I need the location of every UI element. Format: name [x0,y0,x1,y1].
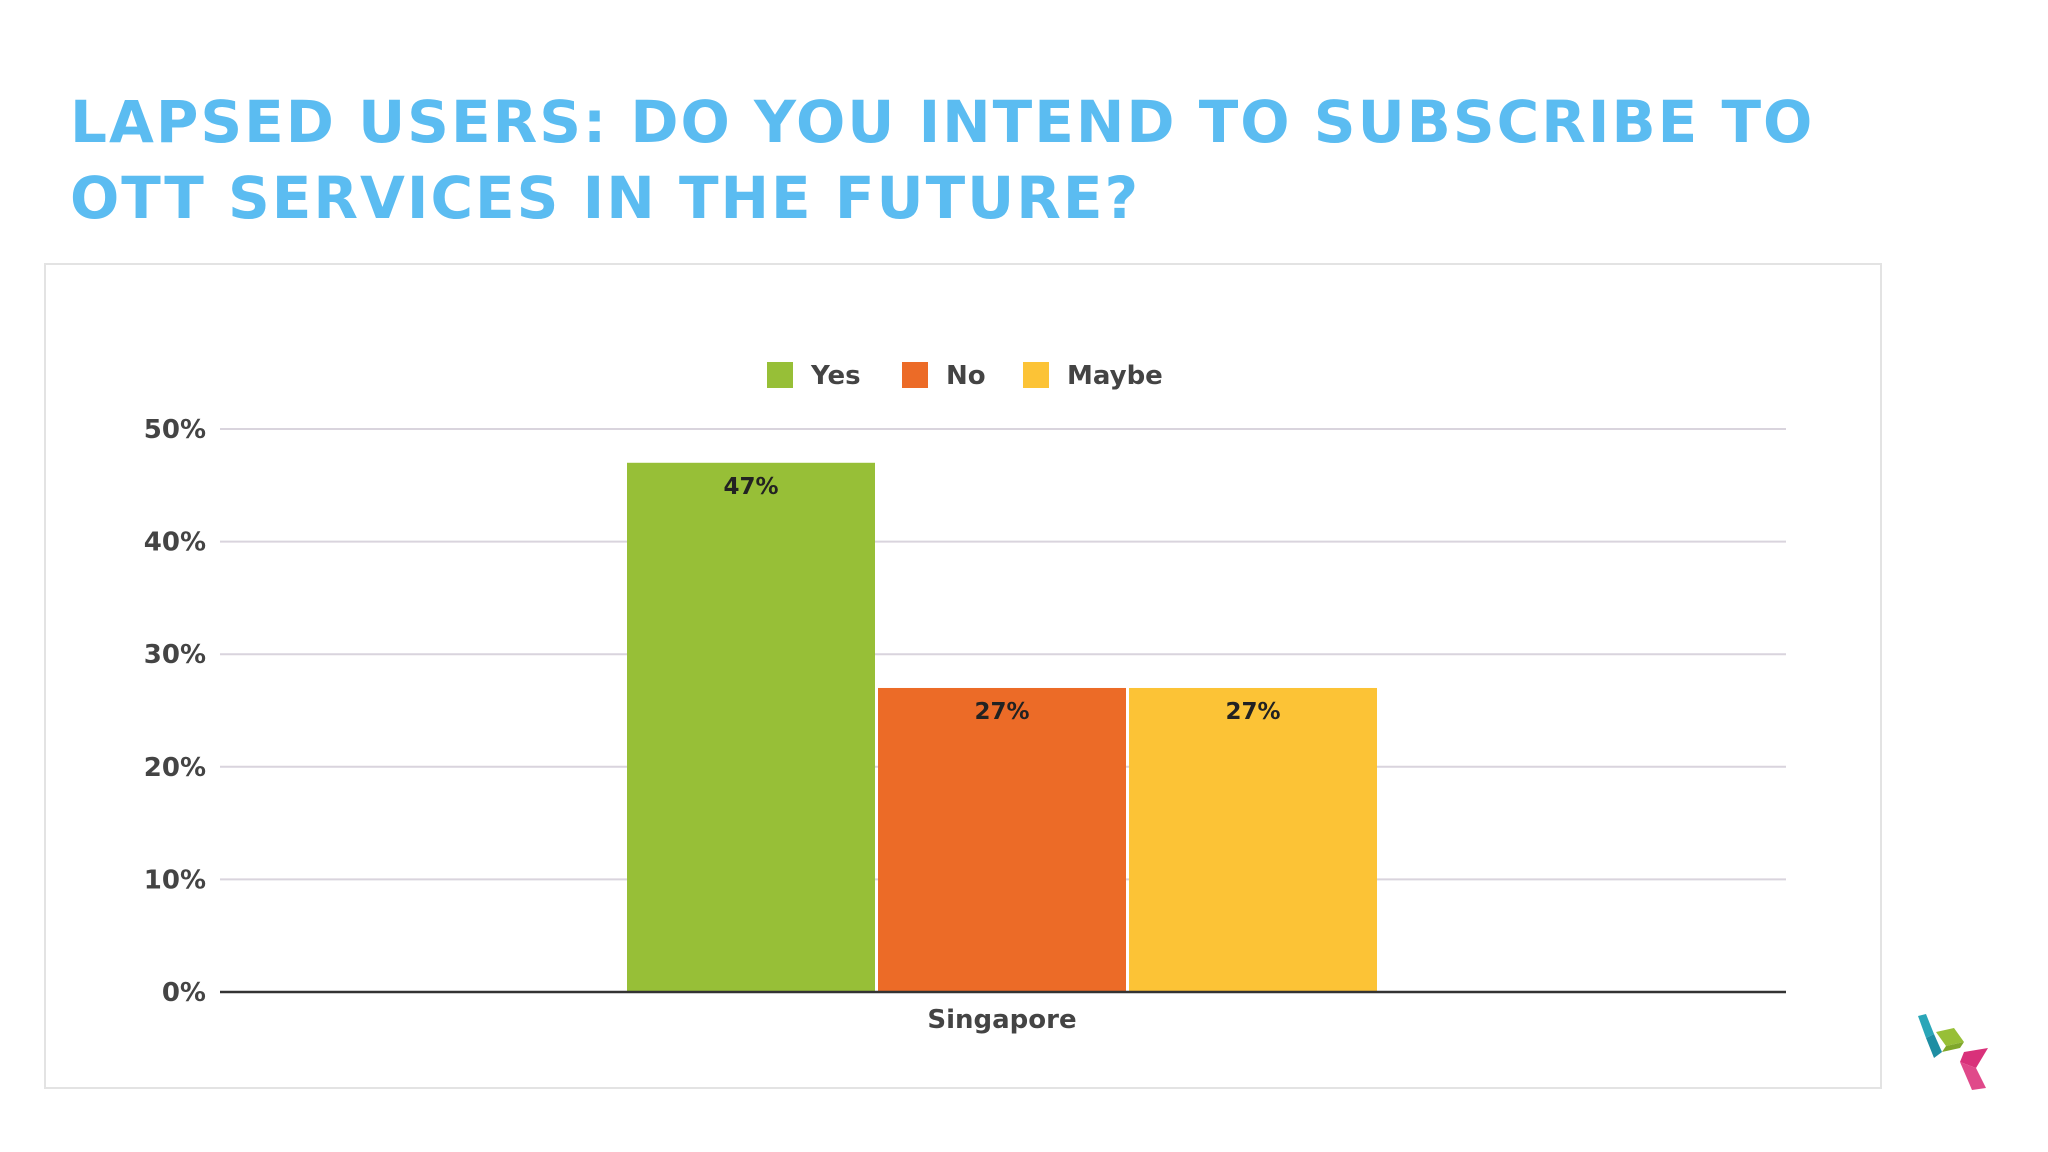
bar-maybe [1129,687,1377,992]
legend-swatch-yes [767,362,793,388]
y-tick-label: 50% [144,415,206,445]
legend-label-yes: Yes [810,361,861,391]
page-title-line-1: LAPSED USERS: DO YOU INTEND TO SUBSCRIBE… [70,88,1815,156]
bar-chart: 0% 10% 20% 30% 40% 50% 47% 27% 27% Singapore Yes No… [144,361,1786,1035]
page-title: LAPSED USERS: DO YOU INTEND TO SUBSCRIBE… [70,84,1970,236]
logo-shape-teal-2 [1926,1034,1942,1058]
bar-no [878,687,1126,992]
legend-swatch-no [902,362,928,388]
legend-swatch-maybe [1023,362,1049,388]
x-tick-label: Singapore [927,1005,1076,1035]
y-tick-label: 20% [144,753,206,783]
page-title-line-2: OTT SERVICES IN THE FUTURE? [70,164,1141,232]
y-tick-label: 40% [144,528,206,558]
data-label-no: 27% [974,699,1029,725]
legend-label-no: No [946,361,986,391]
y-tick-label: 0% [162,978,206,1008]
logo-shape-pink-2 [1960,1062,1986,1090]
data-label-maybe: 27% [1225,699,1280,725]
cube-logo-icon [1918,1014,1988,1090]
data-label-yes: 47% [723,474,778,500]
bar-yes [627,462,875,992]
chart-panel: 0% 10% 20% 30% 40% 50% 47% 27% 27% Singapore Yes No… [44,263,1882,1089]
logo-shape-teal [1918,1014,1934,1038]
y-tick-label: 30% [144,640,206,670]
legend-label-maybe: Maybe [1067,361,1163,391]
logo-shape-pink [1960,1048,1988,1068]
y-tick-label: 10% [144,865,206,895]
logo-shape-green [1936,1028,1964,1046]
logo-shape-green-2 [1942,1042,1964,1052]
